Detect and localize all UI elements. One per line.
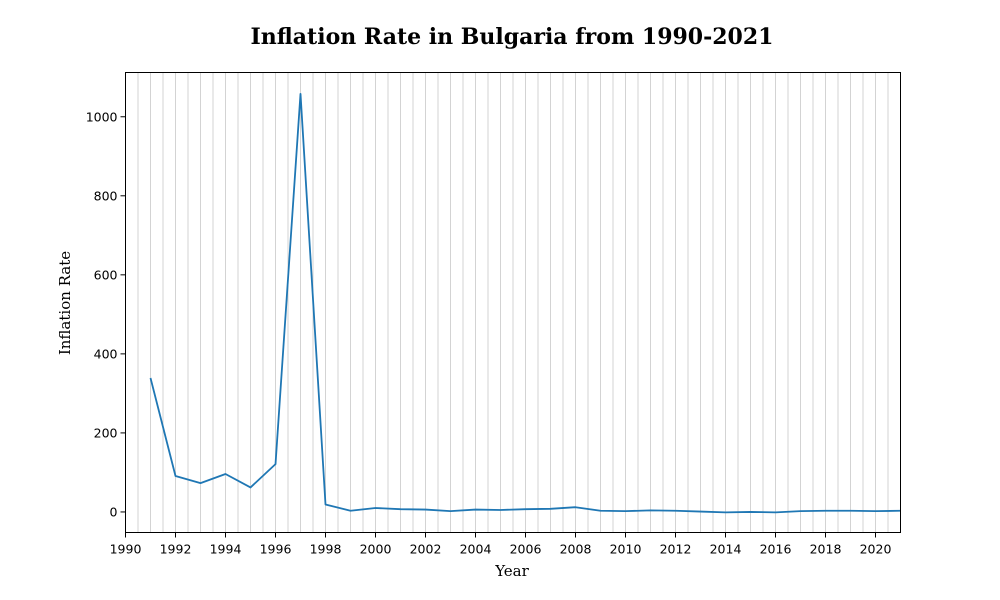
x-tick-label: 1992 (160, 542, 192, 557)
x-tick-label: 2012 (660, 542, 692, 557)
plot-frame (125, 72, 901, 533)
x-tick-label: 2014 (710, 542, 742, 557)
x-tick-label: 2004 (460, 542, 492, 557)
y-tick-label: 1000 (86, 109, 118, 124)
y-axis-ticks: 0 200 400 600 800 1000 (86, 109, 126, 519)
y-tick-label: 600 (94, 267, 118, 282)
x-tick-label: 2020 (860, 542, 892, 557)
x-tick-label: 1996 (260, 542, 292, 557)
series-line (149, 92, 901, 514)
x-tick-label: 2016 (760, 542, 792, 557)
x-tick-label: 2018 (810, 542, 842, 557)
x-axis-ticks: 1990 1992 1994 1996 1998 2000 2002 2004 2006 2008… (110, 532, 892, 557)
x-tick-label: 1998 (310, 542, 342, 557)
x-tick-label: 2008 (560, 542, 592, 557)
x-tick-label: 2000 (360, 542, 392, 557)
x-tick-label: 1994 (210, 542, 242, 557)
x-tick-label: 2002 (410, 542, 442, 557)
y-tick-label: 200 (94, 425, 118, 440)
x-axis-label: Year (494, 562, 529, 580)
y-tick-label: 800 (94, 188, 118, 203)
y-tick-label: 0 (110, 504, 118, 519)
x-tick-label: 2006 (510, 542, 542, 557)
x-tick-label: 2010 (610, 542, 642, 557)
grid (137, 72, 889, 533)
x-tick-label: 1990 (110, 542, 142, 557)
y-axis-label: Inflation Rate (56, 251, 74, 355)
chart-title: Inflation Rate in Bulgaria from 1990-202… (251, 24, 774, 50)
y-tick-label: 400 (94, 346, 118, 361)
